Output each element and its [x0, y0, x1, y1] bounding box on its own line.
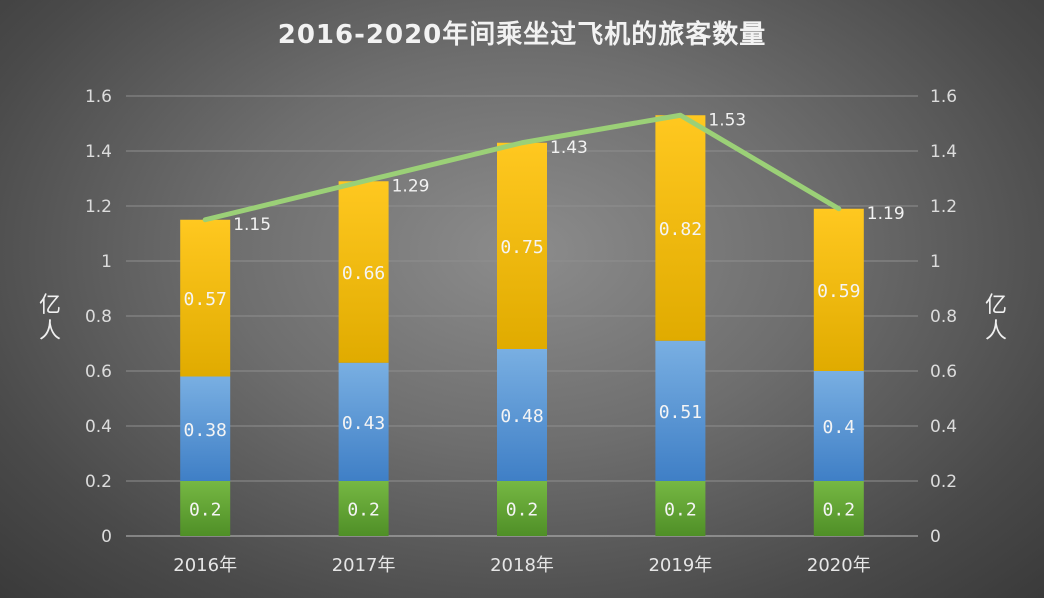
total-value-label: 1.19: [867, 204, 905, 224]
axes: 0 0 0.2 0.2 0.4 0.4 0.6 0.6 0.8 0.8 1 1 1.2 1.2 1.4 1.4…: [39, 87, 1007, 576]
total-value-label: 1.15: [233, 215, 271, 235]
y-tick-label-right: 1.6: [930, 87, 957, 107]
segment-value-label: 0.4: [823, 417, 856, 438]
total-line: [202, 112, 842, 223]
y-axis-title-right: 亿人: [985, 293, 1007, 344]
bar-segment-bottom: [813, 481, 864, 536]
total-value-label: 1.29: [392, 176, 430, 196]
y-tick-label-right: 0.8: [930, 307, 957, 327]
y-axis-title-left: 亿人: [39, 293, 61, 344]
segment-value-label: 0.51: [659, 402, 702, 423]
bar-segment-bottom: [655, 481, 706, 536]
y-tick-label-left: 1.2: [85, 197, 112, 217]
y-tick-label-left: 0.6: [85, 362, 112, 382]
bar-segment-middle: [655, 340, 706, 481]
segment-value-label: 0.2: [823, 500, 856, 521]
chart-title: 2016-2020年间乘坐过飞机的旅客数量: [277, 20, 767, 50]
total-line-point: [203, 217, 208, 222]
total-value-label: 1.53: [708, 110, 746, 130]
segment-value-label: 0.82: [659, 219, 702, 240]
y-tick-label-right: 0: [930, 527, 941, 547]
segment-value-label: 0.2: [664, 500, 697, 521]
y-tick-label-left: 1.6: [85, 87, 112, 107]
bar-segment-top: [813, 208, 864, 371]
y-tick-label-right: 0.2: [930, 472, 957, 492]
segment-value-label: 0.2: [189, 500, 222, 521]
data-labels: 0.2 0.38 0.57 0.2 0.43 0.66 0.2 0.48 0.75 0.2 0.51…: [184, 110, 905, 520]
y-tick-label-left: 0.2: [85, 472, 112, 492]
y-tick-label-left: 0.4: [85, 417, 112, 437]
x-tick-label: 2016年: [173, 555, 237, 576]
segment-value-label: 0.75: [500, 237, 543, 258]
bar-segment-bottom: [497, 481, 547, 536]
total-line-point: [520, 140, 524, 145]
total-line-point: [361, 179, 366, 184]
segment-value-label: 0.2: [506, 500, 539, 521]
y-tick-label-left: 1.4: [85, 142, 112, 162]
bar-segment-top: [338, 181, 389, 363]
total-value-label: 1.43: [550, 138, 588, 158]
y-tick-label-left: 0: [101, 527, 112, 547]
bar-segment-bottom: [180, 481, 231, 536]
segment-value-label: 0.2: [347, 500, 380, 521]
bar-segment-top: [655, 115, 706, 341]
y-tick-label-left: 1: [101, 252, 112, 272]
segment-value-label: 0.57: [184, 289, 227, 310]
segment-value-label: 0.48: [500, 406, 543, 427]
x-tick-label: 2020年: [807, 555, 871, 576]
segment-value-label: 0.66: [342, 263, 385, 284]
bar-segment-middle: [338, 362, 389, 481]
bar-segment-top: [180, 219, 231, 377]
total-line-point: [836, 206, 841, 211]
x-tick-label: 2017年: [332, 555, 396, 576]
bars: [180, 115, 864, 536]
y-tick-label-right: 1: [930, 252, 941, 272]
y-tick-label-right: 1.2: [930, 197, 957, 217]
y-tick-label-right: 0.6: [930, 362, 957, 382]
segment-value-label: 0.38: [184, 420, 227, 441]
x-tick-label: 2018年: [490, 555, 554, 576]
bar-segment-bottom: [338, 481, 389, 536]
y-tick-label-right: 0.4: [930, 417, 957, 437]
segment-value-label: 0.43: [342, 413, 385, 434]
total-line-point: [678, 113, 683, 118]
y-tick-label-right: 1.4: [930, 142, 957, 162]
y-tick-label-left: 0.8: [85, 307, 112, 327]
bar-segment-middle: [813, 371, 864, 481]
segment-value-label: 0.59: [817, 281, 860, 302]
bar-segment-top: [497, 142, 547, 349]
bar-segment-middle: [180, 376, 231, 481]
bar-segment-middle: [497, 349, 547, 481]
x-tick-label: 2019年: [648, 555, 712, 576]
